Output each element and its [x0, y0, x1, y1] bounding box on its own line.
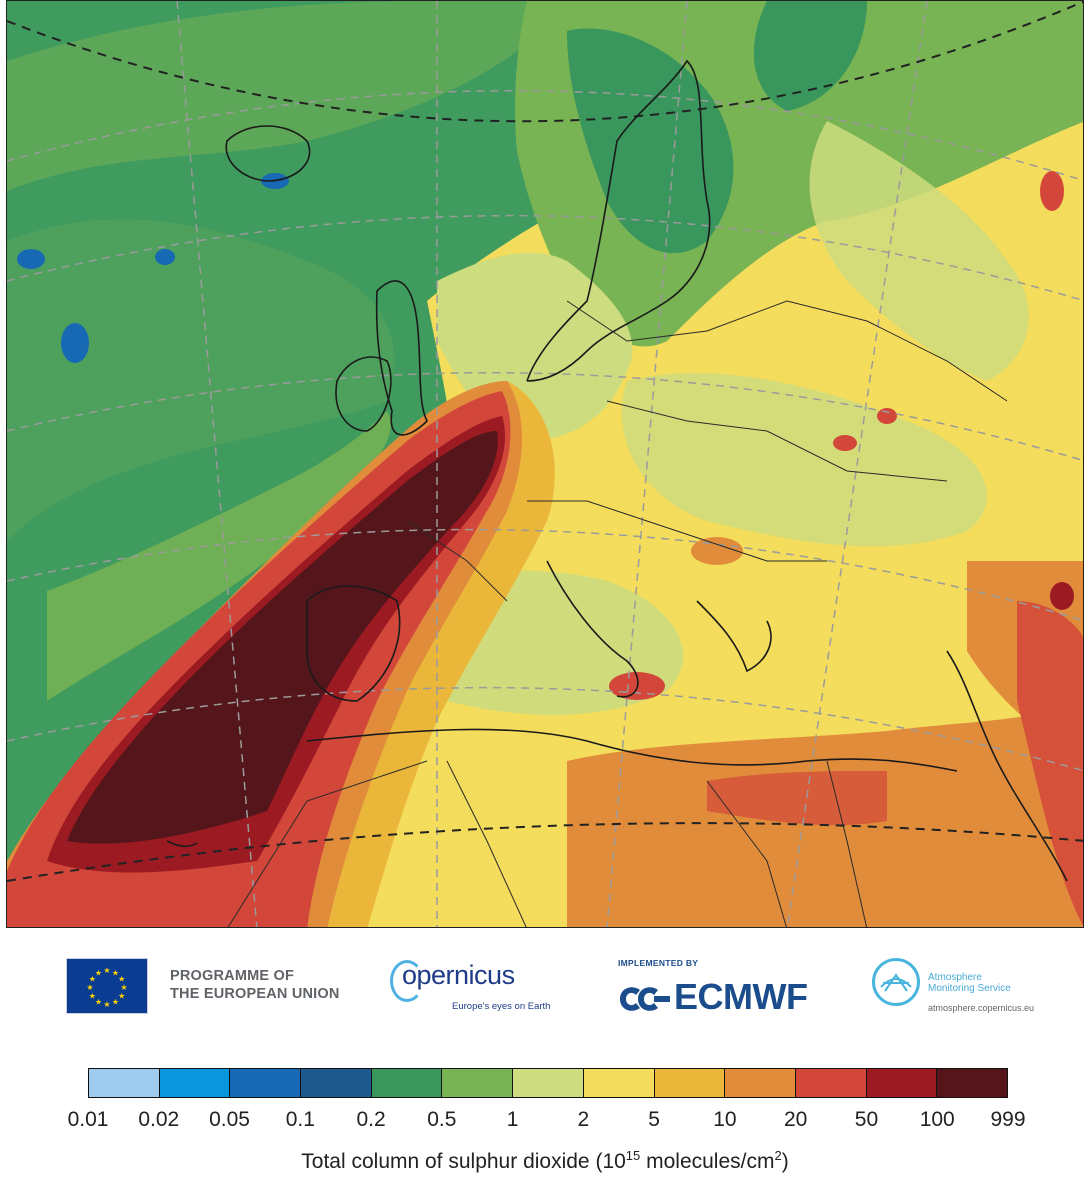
- atlantic-band-mid: [7, 219, 395, 541]
- russia-light-patch: [809, 121, 1029, 381]
- colorbar-title: Total column of sulphur dioxide (1015 mo…: [0, 1148, 1090, 1174]
- cams-url: atmosphere.copernicus.eu: [928, 1003, 1035, 1013]
- colorbar-cell: [583, 1069, 655, 1097]
- colorbar-tick-label: 100: [919, 1108, 955, 1131]
- colorbar-tick-label: 10: [713, 1108, 737, 1131]
- central-europe-light-patch: [621, 373, 987, 547]
- colorbar-cell: [513, 1069, 584, 1097]
- svg-text:★: ★: [95, 998, 102, 1007]
- sulphur-dioxide-map: [6, 0, 1084, 928]
- ecmwf-wave-icon: [620, 987, 670, 1011]
- map-canvas: [7, 1, 1083, 927]
- atlantic-band-north: [7, 1, 567, 191]
- copernicus-wordmark: opernicus: [402, 960, 515, 990]
- blue-spot-atlantic: [61, 323, 89, 363]
- svg-text:★: ★: [118, 992, 125, 1001]
- svg-text:★: ★: [95, 968, 102, 977]
- plume-core: [67, 431, 498, 844]
- colorbar-tick-label: 0.1: [285, 1108, 315, 1131]
- logo-strip: ★ ★ ★ ★ ★ ★ ★ ★ ★ ★ ★ ★ PROGRAMME OF THE EUROPEA…: [0, 940, 1090, 1030]
- svg-text:★: ★: [120, 983, 127, 992]
- colorbar-tick-label: 0.2: [356, 1108, 386, 1131]
- colorbar-title-prefix: Total column of sulphur dioxide (10: [301, 1150, 626, 1173]
- middle-east-red-band: [1017, 601, 1083, 926]
- coastlines: [166, 59, 1068, 882]
- colorbar-title-suffix: ): [781, 1150, 789, 1173]
- colorbar-title-unit-exponent: 2: [774, 1148, 782, 1163]
- eu-stars-icon: ★ ★★ ★★★ ★★★ ★★★: [86, 966, 127, 1009]
- graticule-lines: [7, 1, 1083, 927]
- svg-text:★: ★: [103, 966, 110, 975]
- copernicus-logo: opernicus Europe's eyes on Earth: [388, 956, 558, 1018]
- colorbar-tick-label: 5: [648, 1108, 660, 1131]
- cams-logo: Atmosphere Monitoring Service atmosphere…: [870, 956, 1060, 1022]
- eu-programme-label: PROGRAMME OF THE EUROPEAN UNION: [170, 967, 340, 1003]
- copernicus-tagline: Europe's eyes on Earth: [452, 1001, 551, 1012]
- colorbar-tick-label: 0.05: [209, 1108, 250, 1131]
- libya-red-streak: [707, 771, 887, 826]
- svg-text:★: ★: [86, 983, 93, 992]
- colorbar-cell: [371, 1069, 443, 1097]
- hotspot-caucasus: [1050, 582, 1074, 610]
- colorbar-legend: 0.01 0.02 0.05 0.1 0.2 0.5 1 2 5 10 20 50 100 999 Tot…: [0, 1060, 1090, 1190]
- colorbar-tick-label: 1: [506, 1108, 519, 1131]
- scandinavia-dark-green: [567, 28, 734, 254]
- cams-title: Atmosphere Monitoring Service: [928, 972, 1011, 994]
- ecmwf-wordmark: ECMWF: [674, 976, 808, 1017]
- colorbar-cell: [301, 1069, 372, 1097]
- colorbar-cell: [866, 1069, 938, 1097]
- north-green-patch: [753, 1, 867, 111]
- colorbar-cell: [795, 1069, 867, 1097]
- colorbar-cell: [654, 1069, 726, 1097]
- blue-spot-mid: [155, 249, 175, 265]
- eu-flag-logo: ★ ★ ★ ★ ★ ★ ★ ★ ★ ★ ★ ★: [66, 958, 148, 1014]
- svg-text:★: ★: [118, 975, 125, 984]
- colorbar-tick-label: 0.01: [67, 1108, 109, 1131]
- svg-text:★: ★: [112, 998, 119, 1007]
- copernicus-c-icon: [390, 960, 424, 1002]
- implemented-by-label: IMPLEMENTED BY: [618, 958, 699, 968]
- colorbar-title-exponent: 15: [625, 1148, 641, 1163]
- cams-title-line-2: Monitoring Service: [928, 983, 1011, 994]
- colorbar-tick-label: 2: [577, 1108, 590, 1131]
- colorbar-cell: [725, 1069, 796, 1097]
- svg-text:★: ★: [112, 968, 119, 977]
- ecmwf-logo: IMPLEMENTED BY ECMWF: [616, 954, 846, 1024]
- hotspot-ukraine-2: [833, 435, 857, 451]
- colorbar: [88, 1068, 1008, 1098]
- country-borders: [227, 300, 1008, 927]
- globe-icon: [872, 958, 920, 1006]
- hotspot-ukraine: [877, 408, 897, 424]
- svg-text:★: ★: [103, 1000, 110, 1009]
- hotspot-urals: [1040, 171, 1064, 211]
- hotspot-balkans: [691, 537, 743, 565]
- colorbar-tick-label: 0.5: [427, 1108, 457, 1131]
- colorbar-cell: [89, 1069, 160, 1097]
- colorbar-tick-label: 999: [990, 1108, 1026, 1131]
- svg-text:★: ★: [89, 992, 96, 1001]
- eu-programme-line-1: PROGRAMME OF: [170, 968, 295, 984]
- colorbar-cell: [937, 1069, 1007, 1097]
- colorbar-cell: [159, 1069, 231, 1097]
- cams-title-line-1: Atmosphere: [928, 972, 982, 983]
- polar-circle-lines: [7, 1, 1083, 882]
- blue-spot-west: [17, 249, 45, 269]
- colorbar-cell: [442, 1069, 514, 1097]
- colorbar-tick-label: 50: [854, 1108, 879, 1131]
- colorbar-cell: [230, 1069, 302, 1097]
- colorbar-tick-label: 20: [784, 1108, 808, 1131]
- atlantic-band-light: [47, 411, 391, 701]
- eu-programme-line-2: THE EUROPEAN UNION: [170, 986, 340, 1002]
- colorbar-tick-label: 0.02: [138, 1108, 180, 1131]
- svg-text:★: ★: [89, 975, 96, 984]
- colorbar-title-mid: molecules/cm: [640, 1150, 775, 1173]
